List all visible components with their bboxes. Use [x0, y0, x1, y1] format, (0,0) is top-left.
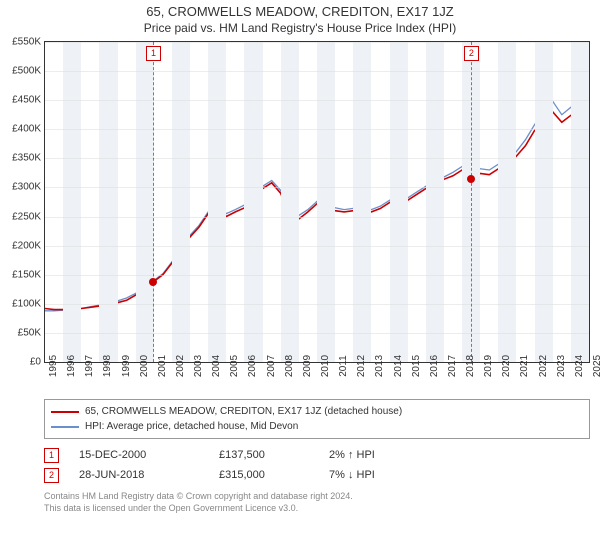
y-gridline [45, 129, 589, 130]
x-band [208, 42, 226, 362]
sale-date: 28-JUN-2018 [79, 465, 199, 485]
y-gridline [45, 275, 589, 276]
footer-note: Contains HM Land Registry data © Crown c… [44, 491, 590, 514]
sale-dot [149, 278, 157, 286]
sale-date: 15-DEC-2000 [79, 445, 199, 465]
sale-index: 2 [44, 468, 59, 483]
x-band [535, 42, 553, 362]
footer-line-2: This data is licensed under the Open Gov… [44, 503, 590, 515]
x-band [281, 42, 299, 362]
y-tick-label: £350K [1, 153, 41, 164]
sale-diff: 7% ↓ HPI [329, 465, 375, 485]
sale-dot [467, 175, 475, 183]
x-band [244, 42, 262, 362]
chart-container: 65, CROMWELLS MEADOW, CREDITON, EX17 1JZ… [0, 0, 600, 560]
y-tick-label: £200K [1, 240, 41, 251]
legend-row: 65, CROMWELLS MEADOW, CREDITON, EX17 1JZ… [51, 404, 583, 419]
y-tick-label: £250K [1, 211, 41, 222]
y-tick-label: £550K [1, 37, 41, 48]
chart-title: 65, CROMWELLS MEADOW, CREDITON, EX17 1JZ [0, 4, 600, 19]
sale-vline [471, 42, 472, 362]
sale-price: £315,000 [219, 465, 309, 485]
x-band [136, 42, 154, 362]
sale-row: 2 28-JUN-2018 £315,000 7% ↓ HPI [44, 465, 590, 485]
y-gridline [45, 187, 589, 188]
x-band [172, 42, 190, 362]
y-tick-label: £500K [1, 66, 41, 77]
y-gridline [45, 71, 589, 72]
y-gridline [45, 217, 589, 218]
y-tick-label: £400K [1, 124, 41, 135]
chart-area: £0£50K£100K£150K£200K£250K£300K£350K£400… [44, 41, 590, 393]
sale-row: 1 15-DEC-2000 £137,500 2% ↑ HPI [44, 445, 590, 465]
legend-label: 65, CROMWELLS MEADOW, CREDITON, EX17 1JZ… [85, 404, 402, 419]
legend-row: HPI: Average price, detached house, Mid … [51, 419, 583, 434]
y-gridline [45, 246, 589, 247]
x-band [390, 42, 408, 362]
legend-swatch [51, 426, 79, 428]
y-tick-label: £100K [1, 298, 41, 309]
sale-index: 1 [44, 448, 59, 463]
sale-marker: 1 [146, 46, 161, 61]
y-tick-label: £150K [1, 269, 41, 280]
y-gridline [45, 333, 589, 334]
sale-vline [153, 42, 154, 362]
x-band [571, 42, 589, 362]
sale-price: £137,500 [219, 445, 309, 465]
y-gridline [45, 42, 589, 43]
x-band [317, 42, 335, 362]
y-gridline [45, 158, 589, 159]
footer-line-1: Contains HM Land Registry data © Crown c… [44, 491, 590, 503]
sale-marker: 2 [464, 46, 479, 61]
y-tick-label: £300K [1, 182, 41, 193]
x-band [99, 42, 117, 362]
y-tick-label: £450K [1, 95, 41, 106]
y-gridline [45, 304, 589, 305]
legend-label: HPI: Average price, detached house, Mid … [85, 419, 298, 434]
x-band [353, 42, 371, 362]
chart-subtitle: Price paid vs. HM Land Registry's House … [0, 21, 600, 35]
title-block: 65, CROMWELLS MEADOW, CREDITON, EX17 1JZ… [0, 0, 600, 35]
y-tick-label: £50K [1, 327, 41, 338]
y-gridline [45, 100, 589, 101]
sales-table: 1 15-DEC-2000 £137,500 2% ↑ HPI 2 28-JUN-2018… [44, 445, 590, 485]
x-band [498, 42, 516, 362]
legend-swatch [51, 411, 79, 413]
sale-diff: 2% ↑ HPI [329, 445, 375, 465]
plot-region: £0£50K£100K£150K£200K£250K£300K£350K£400… [44, 41, 590, 363]
legend: 65, CROMWELLS MEADOW, CREDITON, EX17 1JZ… [44, 399, 590, 439]
x-band [426, 42, 444, 362]
x-band [63, 42, 81, 362]
y-tick-label: £0 [1, 357, 41, 368]
